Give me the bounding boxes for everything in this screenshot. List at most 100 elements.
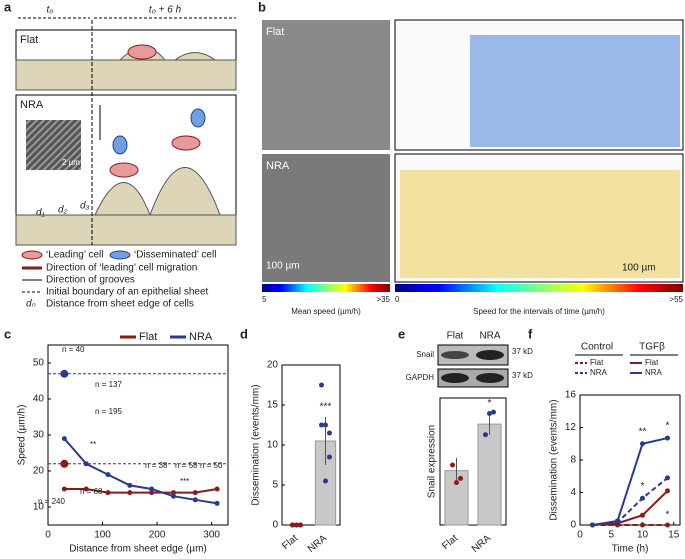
annotation: * xyxy=(488,398,492,409)
edge-point xyxy=(60,459,69,468)
legend-symbol xyxy=(109,250,131,260)
x-tick-label: 10 xyxy=(637,530,649,541)
marker xyxy=(590,522,595,528)
y-axis-label: Snail expression xyxy=(427,425,438,498)
panel-letter: a xyxy=(4,0,12,14)
label: Flat xyxy=(20,34,38,46)
series-line xyxy=(592,437,668,526)
marker xyxy=(640,522,645,528)
data-point xyxy=(319,382,324,388)
lane-label: Flat xyxy=(447,331,464,342)
band xyxy=(476,373,504,383)
band xyxy=(441,351,469,359)
x-tick-label: Flat xyxy=(440,533,460,552)
row-label: GAPDH xyxy=(406,373,435,382)
annotation: n = 50 xyxy=(200,461,223,470)
legend-text: NRA xyxy=(590,368,608,377)
legend-text: NRA xyxy=(189,331,213,343)
annotation: * xyxy=(666,421,670,432)
marker xyxy=(83,461,89,467)
band xyxy=(476,350,504,360)
x-tick-label: 15 xyxy=(668,530,680,541)
data-point xyxy=(323,422,328,428)
colorbar-max: >35 xyxy=(376,295,390,304)
y-tick-label: 20 xyxy=(33,466,45,477)
marker xyxy=(149,490,155,496)
panel-letter: c xyxy=(4,326,11,341)
y-tick-label: 0 xyxy=(272,520,278,531)
time-label: t₀ + 6 h xyxy=(149,5,182,16)
x-tick-label: 0 xyxy=(45,530,51,541)
track-area xyxy=(470,35,680,147)
legend-text: ‘Disseminated’ cell xyxy=(134,250,216,261)
distance-label: d₁ xyxy=(36,208,45,219)
data-point xyxy=(298,522,303,528)
cell-sheet xyxy=(15,167,237,246)
colorbar xyxy=(395,284,683,292)
y-tick-label: 50 xyxy=(33,358,45,369)
legend-text: Direction of grooves xyxy=(46,275,135,286)
x-tick-label: 100 xyxy=(94,530,111,541)
legend-symbol: dₙ xyxy=(26,299,37,310)
marker-label: 37 kD xyxy=(512,347,533,356)
annotation: n = 195 xyxy=(95,407,122,416)
micrograph xyxy=(262,20,390,150)
y-tick-label: 40 xyxy=(33,394,45,405)
annotation: n = 240 xyxy=(38,497,65,506)
legend-text: ‘Leading’ cell xyxy=(46,250,103,261)
data-point xyxy=(327,430,332,436)
leading-cell xyxy=(109,162,139,178)
marker xyxy=(61,486,67,492)
panel-b: Flat NRA 100 µm 100 µm 5 >35 Mean speed … xyxy=(262,19,684,316)
annotation: n = 68 xyxy=(80,487,103,496)
marker xyxy=(640,441,645,447)
plot-frame xyxy=(439,397,507,526)
marker xyxy=(214,500,220,506)
marker xyxy=(665,475,670,481)
x-axis-label: Time (h) xyxy=(612,544,649,555)
x-axis-label: Distance from sheet edge (µm) xyxy=(69,544,206,555)
annotation: *** xyxy=(320,402,332,413)
y-tick-label: 10 xyxy=(267,440,279,451)
y-tick-label: 4 xyxy=(570,487,576,498)
edge-point xyxy=(60,369,69,378)
legend-text: Direction of ‘leading’ cell migration xyxy=(46,263,197,274)
x-tick-label: 300 xyxy=(203,530,220,541)
marker-label: 37 kD xyxy=(512,371,533,380)
marker xyxy=(665,522,670,528)
scale-label: 2 µm xyxy=(62,158,80,167)
series-line xyxy=(63,437,218,505)
plot-frame xyxy=(47,344,229,526)
data-point xyxy=(319,422,324,428)
label: Flat xyxy=(266,26,284,38)
data-point xyxy=(450,462,455,468)
data-point xyxy=(458,475,463,481)
marker xyxy=(127,490,133,496)
panel-letter: d xyxy=(240,326,248,341)
y-tick-label: 5 xyxy=(272,480,278,491)
distance-label: d₂ xyxy=(58,205,68,216)
y-axis-label: Dissemination (events/mm) xyxy=(251,384,262,505)
annotation: * xyxy=(666,510,670,521)
panel-a: t₀ t₀ + 6 h Flat 2 µm NRA d₁ d₂ d₃ ‘Lead… xyxy=(15,5,237,310)
legend-text: Flat xyxy=(139,331,157,343)
y-tick-label: 16 xyxy=(565,390,577,401)
marker xyxy=(640,495,645,501)
data-point xyxy=(327,454,332,460)
marker xyxy=(665,488,670,494)
annotation: ** xyxy=(639,426,647,437)
tracks xyxy=(394,153,684,283)
marker xyxy=(192,497,198,503)
scale-label: 100 µm xyxy=(622,263,656,274)
plot-frame xyxy=(579,394,681,526)
marker xyxy=(615,518,620,524)
blot: Flat NRA Snail GAPDH 37 kD 37 kD xyxy=(406,331,533,388)
bar xyxy=(477,423,502,526)
panel-letter: b xyxy=(258,0,266,14)
marker xyxy=(83,486,89,492)
micrograph xyxy=(262,154,390,282)
marker xyxy=(105,490,111,496)
row-label: Snail xyxy=(416,350,434,359)
groove-image xyxy=(26,120,81,170)
disseminated-cell xyxy=(112,135,128,155)
